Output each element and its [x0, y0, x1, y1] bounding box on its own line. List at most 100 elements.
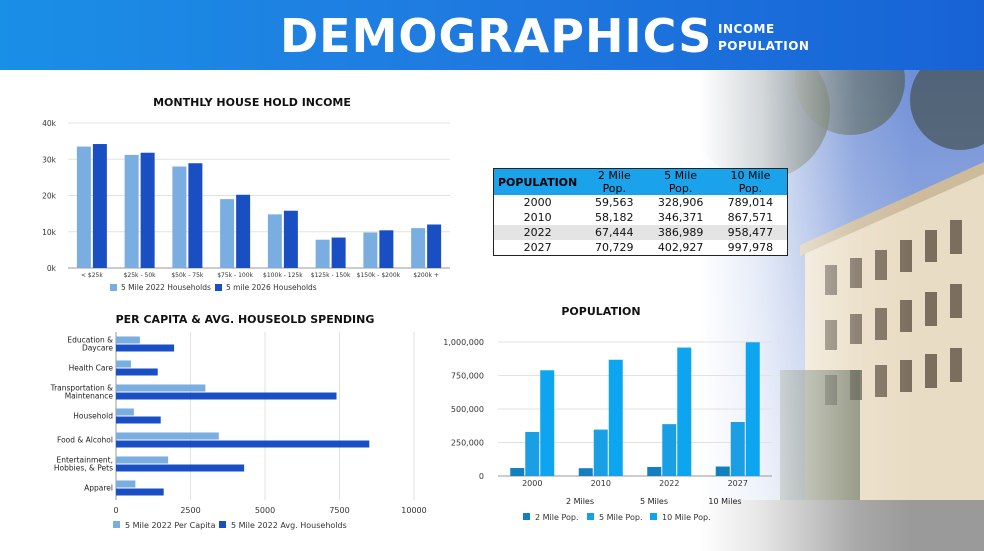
spending-category-label-line: Daycare [82, 344, 113, 353]
population-bar [677, 347, 692, 476]
table-row: 2022 67,444 386,989 958,477 [493, 225, 788, 240]
spending-xtick-label: 0 [113, 506, 118, 515]
spending-bar [116, 432, 219, 440]
income-ytick-label: 10k [42, 228, 57, 237]
table-cell-year: 2000 [523, 196, 552, 209]
spending-bar [116, 456, 169, 464]
income-ytick-label: 30k [42, 155, 57, 164]
income-bar [315, 239, 330, 268]
table-row: 2000 59,563 328,906 789,014 [494, 195, 788, 210]
income-bar [140, 152, 155, 268]
population-ytick-label: 1,000,000 [443, 338, 484, 347]
income-xtick-label: $25k - 50k [124, 272, 157, 279]
spending-category-label: Transportation & Maintenance [50, 384, 114, 401]
table-row: 2027 70,729 402,927 997,978 [494, 240, 788, 255]
population-ytick-label: 750,000 [451, 372, 484, 381]
population-bar [715, 466, 730, 476]
population-bar [730, 422, 745, 476]
income-legend-label-2026: 5 mile 2026 Households [226, 283, 317, 292]
spending-legend-label-households: 5 Mile 2022 Avg. Households [231, 521, 347, 530]
population-xtick-label: 2010 [591, 479, 611, 488]
spending-xtick-label: 7500 [329, 506, 349, 515]
spending-xtick-label: 10000 [401, 506, 426, 515]
spending-bar [116, 360, 131, 368]
population-chart-title: POPULATION [561, 305, 640, 318]
population-group-label-5-miles: 5 Miles [640, 497, 668, 506]
spending-category-label-line: Food & Alcohol [57, 436, 113, 445]
income-ytick-label: 0k [47, 264, 57, 273]
income-xtick-label: $75k - 100k [217, 272, 253, 279]
spending-category-label-line: Education & [67, 336, 113, 345]
income-legend: 5 Mile 2022 Households 5 mile 2026 House… [110, 283, 317, 292]
population-ytick-label: 250,000 [451, 439, 484, 448]
spending-category-label: Apparel [84, 484, 113, 493]
header-subtitle-income: INCOME [718, 22, 775, 36]
income-ytick-label: 40k [42, 119, 57, 128]
income-bar [220, 199, 235, 268]
spending-xtick-label: 5000 [255, 506, 275, 515]
population-bar [662, 424, 677, 476]
population-xtick-label: 2022 [659, 479, 679, 488]
table-cell-year: 2027 [523, 240, 552, 254]
spending-category-label-line: Entertainment, [56, 456, 113, 465]
spending-legend-label-per-capita: 5 Mile 2022 Per Capita [125, 521, 216, 530]
population-legend-swatch-10-mile [650, 513, 657, 520]
income-ytick-label: 20k [42, 192, 57, 201]
table-cell-year: 2010 [523, 211, 552, 224]
population-legend-swatch-2-mile [523, 513, 530, 520]
table-cell: 997,978 [727, 240, 774, 254]
table-cell: 328,906 [657, 196, 704, 209]
population-table-header-row: POPULATION 2 Mile Pop. 5 Mile Pop. 10 Mi… [493, 168, 788, 195]
income-bar [363, 232, 378, 268]
table-cell: 867,571 [727, 211, 774, 224]
spending-legend-swatch-per-capita [113, 521, 120, 528]
population-group-label-10-miles: 10 Miles [708, 497, 741, 506]
spending-bar [116, 384, 206, 392]
income-xtick-label: $200k + [413, 272, 439, 279]
spending-category-label: Health Care [69, 364, 114, 373]
spending-bar [116, 440, 370, 448]
income-chart: MONTHLY HOUSE HOLD INCOME 0k 10k 20k 30k 40k… [42, 96, 450, 292]
population-bar [593, 429, 608, 476]
population-bar [510, 468, 525, 476]
population-bar [608, 359, 623, 476]
table-cell: 58,182 [595, 211, 634, 224]
spending-category-label-line: Apparel [84, 484, 113, 493]
table-cell: 789,014 [727, 196, 774, 209]
table-cell: 59,563 [595, 196, 634, 209]
spending-xtick-label: 2500 [180, 506, 200, 515]
income-bar [427, 224, 442, 268]
population-legend-label-2-mile: 2 Mile Pop. [535, 513, 579, 522]
table-cell: 386,989 [647, 225, 714, 240]
spending-bar [116, 488, 164, 496]
income-xtick-label: $100k - 125k [263, 272, 303, 279]
income-bar [411, 228, 426, 268]
table-cell: 958,477 [713, 225, 788, 240]
spending-bar [116, 480, 136, 488]
population-legend-label-10-mile: 10 Mile Pop. [662, 513, 711, 522]
income-bar [283, 210, 298, 268]
spending-bar [116, 408, 134, 416]
population-bar [745, 342, 760, 476]
income-xtick-label: $125k - 150k [311, 272, 351, 279]
population-table-header-2-mile: 2 Mile Pop. [581, 168, 648, 195]
income-bar [172, 166, 187, 268]
spending-category-label-line: Maintenance [65, 392, 114, 401]
population-xtick-label: 2027 [728, 479, 748, 488]
income-bar [236, 194, 251, 268]
spending-category-label-line: Transportation & [50, 384, 114, 393]
population-xtick-label: 2000 [522, 479, 542, 488]
population-bar [578, 468, 593, 476]
spending-category-label-line: Health Care [69, 364, 114, 373]
income-xtick-label: < $25k [81, 272, 103, 279]
population-legend-label-5-mile: 5 Mile Pop. [599, 513, 643, 522]
table-cell: 70,729 [595, 240, 634, 254]
spending-bar [116, 464, 245, 472]
spending-bar [116, 416, 161, 424]
spending-category-label: Education & Daycare [67, 336, 113, 353]
population-group-label-2-miles: 2 Miles [566, 497, 594, 506]
income-bar [331, 237, 346, 268]
income-xtick-label: $150k - $200k [357, 272, 401, 279]
spending-category-label: Household [73, 412, 113, 421]
